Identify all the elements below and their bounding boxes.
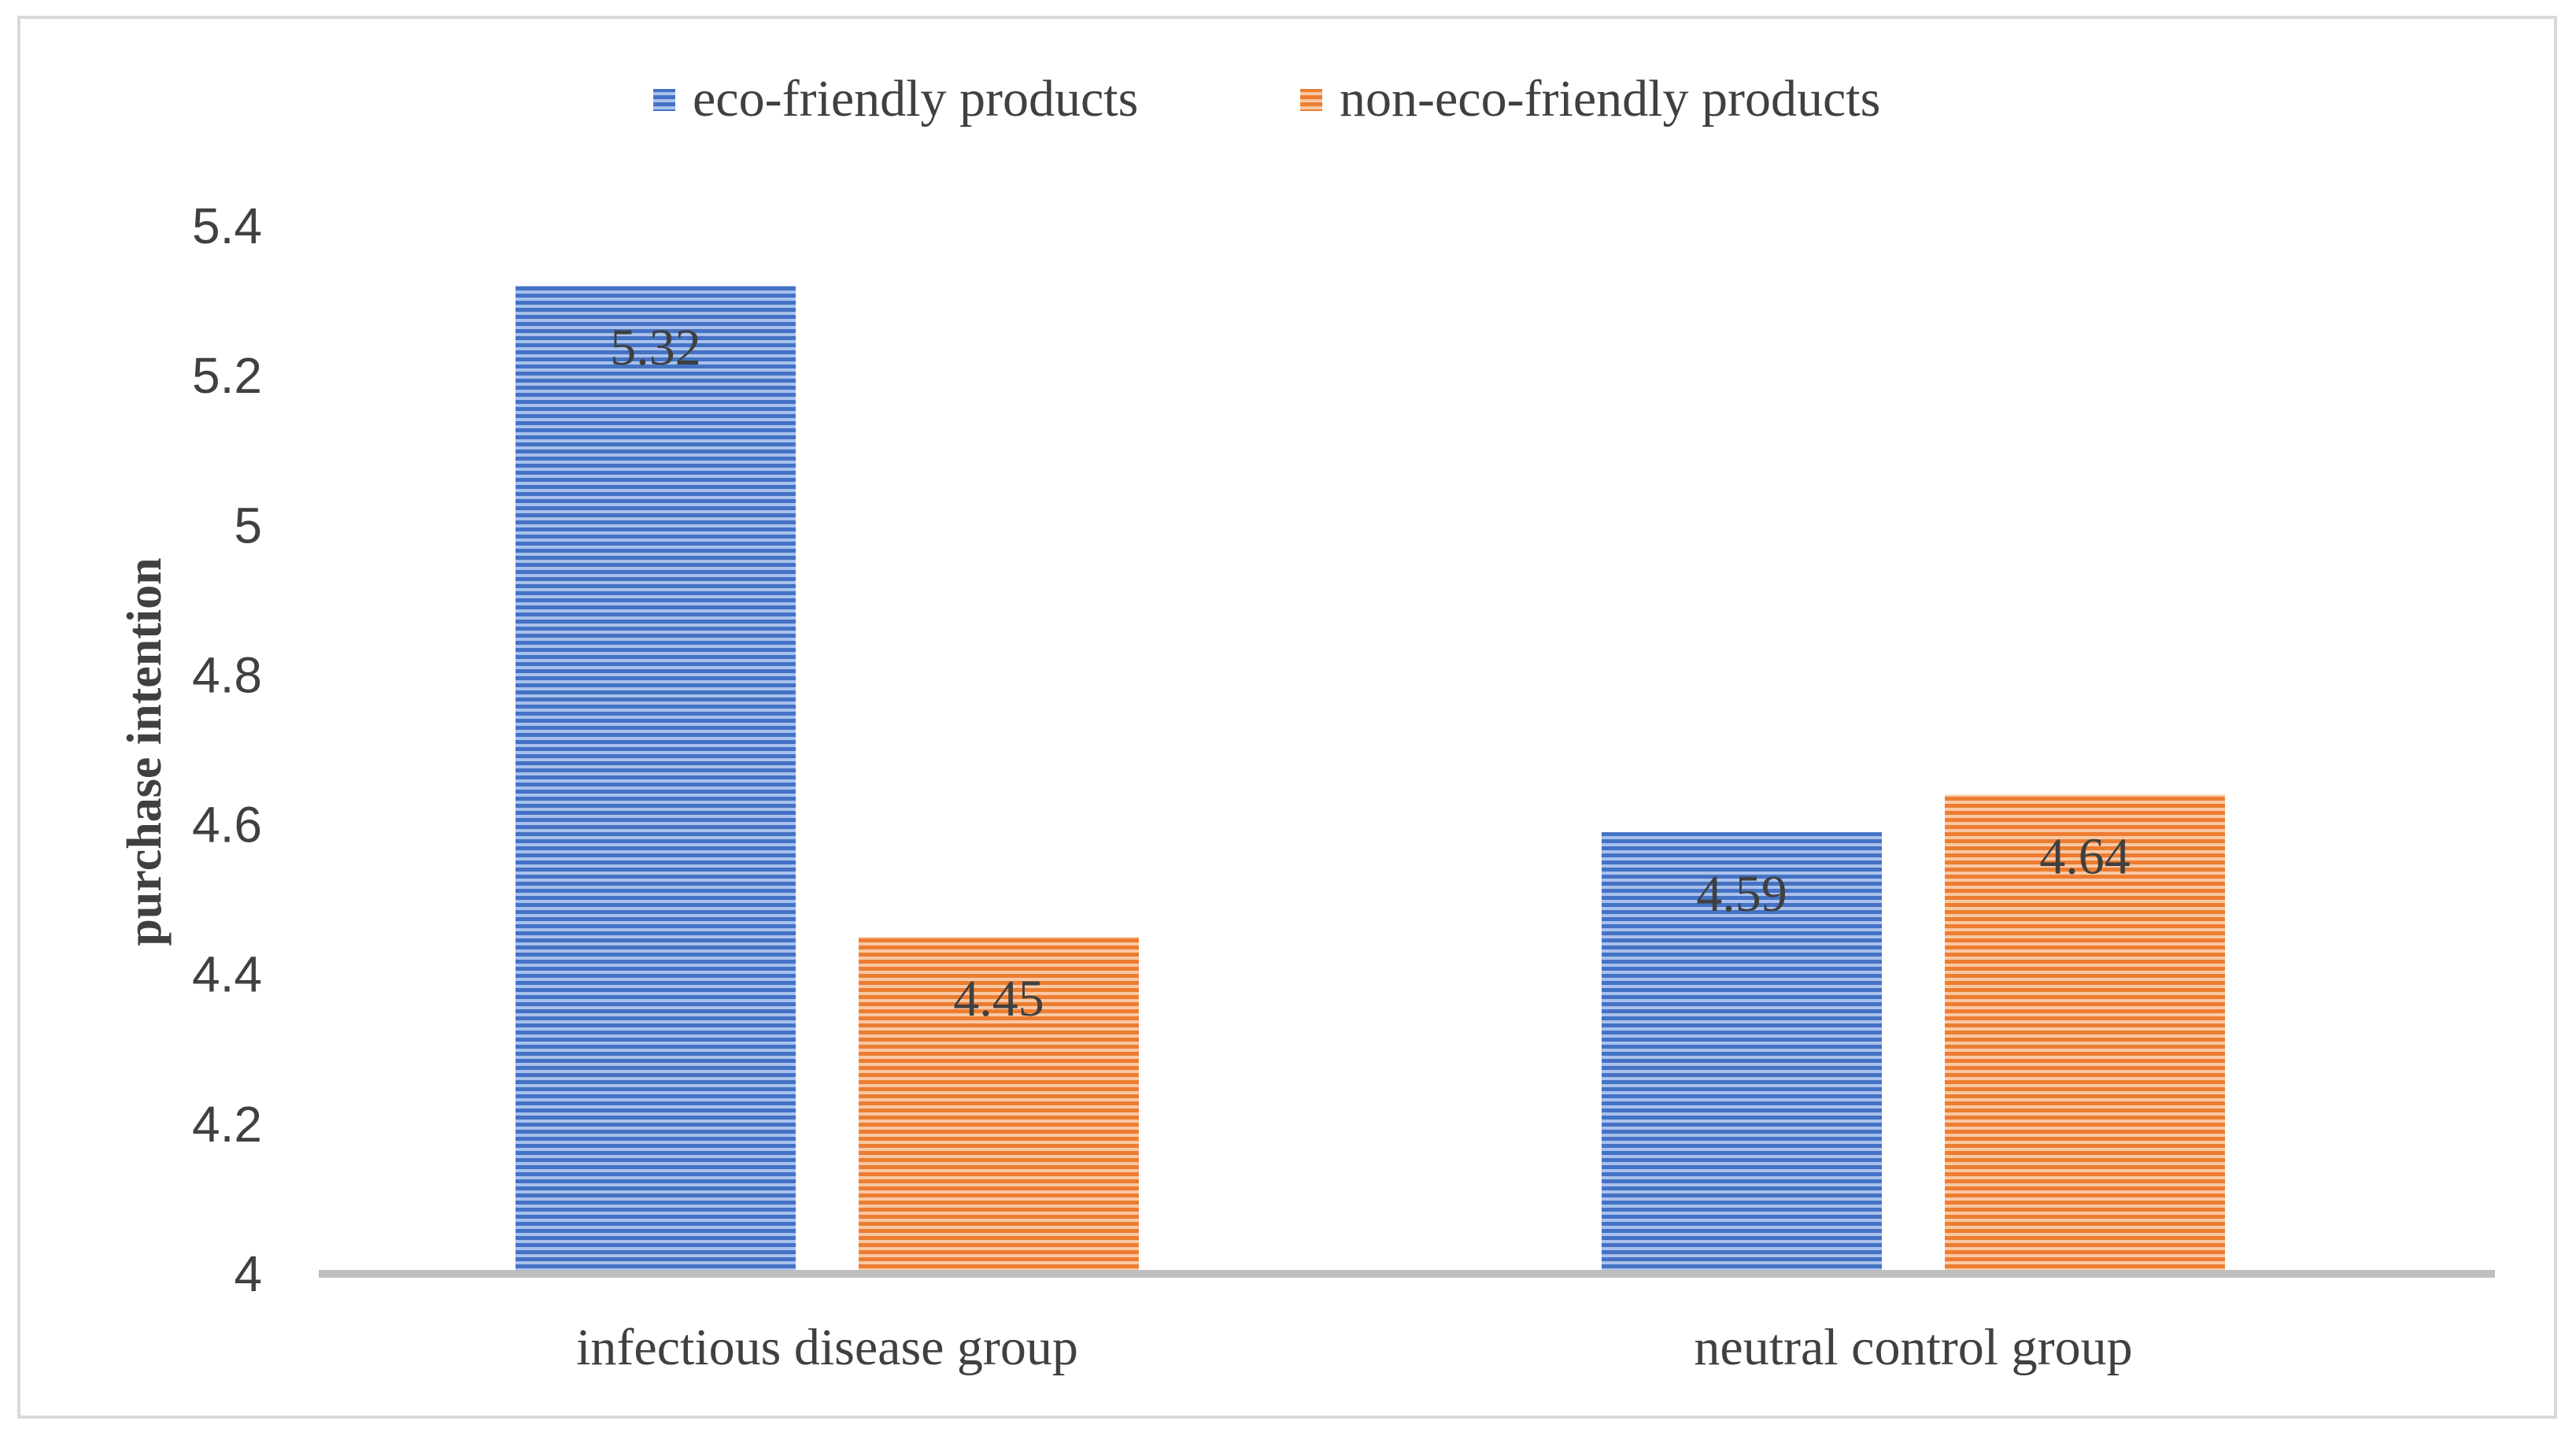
bars [516, 286, 2225, 1274]
data-label: 5.32 [610, 319, 701, 376]
legend: eco-friendly products non-eco-friendly p… [653, 70, 1880, 128]
legend-item-eco: eco-friendly products [653, 70, 1138, 128]
y-tick-label: 4 [234, 1245, 262, 1302]
x-axis-labels: infectious disease group neutral control … [576, 1319, 2133, 1376]
legend-label-non-eco: non-eco-friendly products [1340, 70, 1880, 128]
y-tick-label: 4.8 [192, 646, 262, 703]
y-tick-label: 4.6 [192, 797, 262, 853]
y-tick-label: 5 [234, 497, 262, 553]
x-category-label: neutral control group [1694, 1319, 2132, 1376]
x-category-label: infectious disease group [576, 1319, 1078, 1376]
y-tick-label: 5.4 [192, 198, 262, 254]
data-label: 4.59 [1696, 865, 1787, 923]
bar-non-eco-infectious [859, 937, 1139, 1274]
y-axis-ticks: 4 4.2 4.4 4.6 4.8 5 5.2 5.4 [192, 198, 262, 1302]
legend-label-eco: eco-friendly products [693, 70, 1138, 128]
legend-swatch-non-eco [1300, 89, 1322, 111]
legend-swatch-eco [653, 89, 675, 111]
data-label: 4.64 [2039, 828, 2131, 886]
y-tick-label: 4.4 [192, 946, 262, 1003]
data-labels: 5.32 4.45 4.59 4.64 [610, 319, 2131, 1027]
y-tick-label: 4.2 [192, 1096, 262, 1153]
bar-eco-neutral [1602, 832, 1882, 1274]
data-label: 4.45 [953, 970, 1044, 1027]
bar-eco-infectious [516, 286, 796, 1274]
y-tick-label: 5.2 [192, 347, 262, 404]
legend-item-non-eco: non-eco-friendly products [1300, 70, 1880, 128]
y-axis-title: purchase intention [118, 557, 172, 946]
bar-non-eco-neutral [1945, 794, 2225, 1274]
